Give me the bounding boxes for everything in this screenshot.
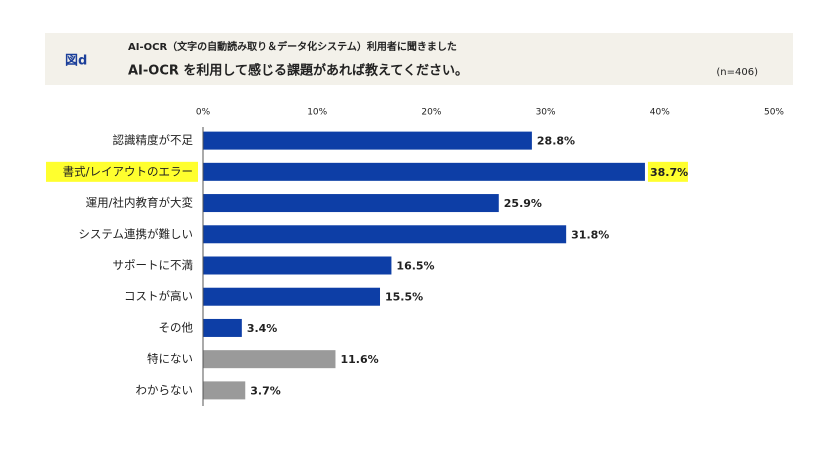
value-label: 38.7% (650, 166, 688, 179)
bar (203, 131, 532, 150)
category-label: 認識精度が不足 (113, 133, 194, 147)
chart-title: AI-OCR を利用して感じる課題があれば教えてください。 (128, 63, 468, 79)
bar (203, 381, 246, 400)
x-tick-label: 50% (764, 108, 784, 118)
bar (203, 350, 336, 369)
category-label: サポートに不満 (113, 258, 194, 272)
sample-note: (n=406) (716, 67, 758, 78)
bar (203, 225, 567, 244)
header-box (45, 33, 793, 85)
category-highlight (46, 161, 198, 182)
value-label-highlight (647, 161, 688, 182)
value-label: 25.9% (504, 197, 542, 210)
value-label: 3.4% (247, 322, 278, 335)
category-label: わからない (136, 383, 194, 397)
subtitle: AI-OCR（文字の自動読み取り＆データ化システム）利用者に聞きました (128, 40, 457, 53)
figure-label: 図d (65, 54, 87, 69)
value-label: 11.6% (340, 353, 378, 366)
category-label: システム連携が難しい (78, 227, 193, 241)
x-tick-label: 20% (421, 108, 441, 118)
category-label: 特にない (147, 352, 193, 366)
category-label: 書式/レイアウトのエラー (63, 164, 193, 178)
bar (203, 318, 242, 337)
x-tick-label: 40% (650, 108, 670, 118)
x-tick-label: 30% (536, 108, 556, 118)
value-label: 28.8% (537, 135, 575, 148)
category-label: コストが高い (124, 289, 193, 303)
category-label: 運用/社内教育が大変 (86, 196, 194, 210)
value-label: 16.5% (396, 260, 434, 273)
category-label: その他 (159, 320, 194, 334)
bar (203, 256, 392, 275)
x-tick-label: 0% (196, 108, 211, 118)
value-label: 31.8% (571, 228, 609, 241)
bar (203, 287, 381, 306)
value-label: 15.5% (385, 291, 423, 304)
x-tick-label: 10% (307, 108, 327, 118)
value-label: 3.7% (250, 384, 281, 397)
bar (203, 194, 499, 213)
bar (203, 162, 645, 181)
